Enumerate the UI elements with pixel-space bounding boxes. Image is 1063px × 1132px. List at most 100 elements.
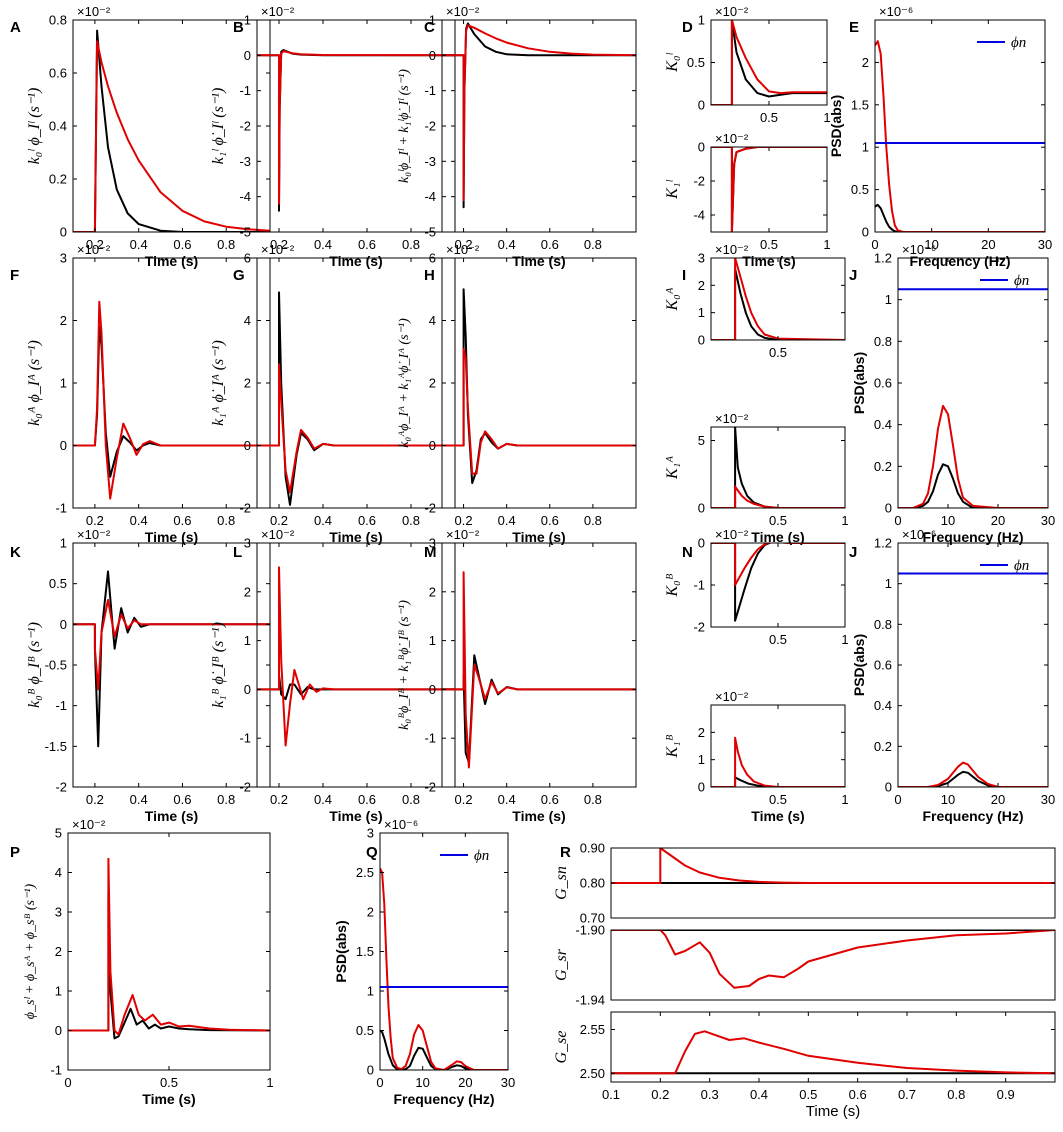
exponent-label: ×10⁻² [715,411,749,426]
y-axis-label: k₁ᴮ ϕ̇_Iᴮ (s⁻¹) [210,622,227,708]
x-tick-label: 20 [981,237,995,252]
x-tick-label: 0.8 [402,792,420,807]
y-tick-label: -2 [693,620,705,635]
chart-R3: 0.1 0.2 0.3 0.4 0.5 0.6 0.7 0.8 0.9 2.50 2.55 Time … [553,1011,1056,1120]
y-tick-label: -3 [239,154,251,169]
y-tick-label: -2 [424,780,436,795]
series-perturbed-line [257,50,455,205]
exponent-label: ×10⁻² [261,527,295,542]
x-axis-label: Frequency (Hz) [922,529,1023,545]
y-tick-label: 2 [698,725,705,740]
y-tick-label: 3 [55,905,62,920]
exponent-label: ×10⁻² [77,242,111,257]
y-tick-label: 0 [244,438,251,453]
y-tick-label: -1 [693,578,705,593]
x-tick-label: 0 [871,237,878,252]
y-tick-label: 3 [429,536,436,551]
y-tick-label: -2 [424,119,436,134]
series-control-line [257,673,455,701]
y-axis-label: K₀ˡ [664,52,681,72]
panel-letter-j2: J [849,544,857,561]
x-tick-label: 20 [458,1075,472,1090]
y-tick-label: -1.94 [575,993,605,1008]
x-tick-label: 0.2 [86,792,104,807]
y-tick-label: 2 [244,376,251,391]
panel-letter-m: M [424,544,437,561]
y-axis-label: k₀ᴬϕ_Iᴬ + k₁ᴬϕ̇_Iᴬ (s⁻¹) [397,318,412,448]
exponent-label: ×10⁻² [446,242,480,257]
y-tick-label: 1.2 [874,251,892,266]
x-tick-label: 0.8 [217,237,235,252]
y-tick-label: -5 [239,225,251,240]
x-tick-label: 1 [841,513,848,528]
y-tick-label: 0 [244,682,251,697]
y-tick-label: 2 [429,584,436,599]
exponent-label: ×10⁻⁶ [902,242,936,257]
y-tick-label: 1.5 [356,944,374,959]
y-tick-label: 0.6 [874,376,892,391]
y-tick-label: 0.4 [49,119,67,134]
y-tick-label: 0 [698,780,705,795]
x-tick-label: 0.5 [760,237,778,252]
y-tick-label: 0.90 [580,841,605,856]
y-axis-label: K₁ᴬ [664,456,681,480]
x-tick-label: 0.4 [130,792,148,807]
y-tick-label: 1 [885,576,892,591]
axes-box [710,704,846,788]
x-tick-label: 0.6 [541,513,559,528]
exponent-label: ×10⁻² [261,242,295,257]
x-tick-label: 0.5 [799,1087,817,1102]
y-tick-label: 6 [429,251,436,266]
x-tick-label: 0 [894,513,901,528]
x-tick-label: 0.6 [173,513,191,528]
x-tick-label: 0.2 [270,792,288,807]
panel-letter-k: K [10,544,21,561]
y-axis-label: k₀ˡϕ_Iˡ + k₁ˡϕ̇_Iˡ (s⁻¹) [397,69,412,183]
x-axis-label: Time (s) [145,808,198,824]
x-tick-label: 0.6 [173,237,191,252]
y-tick-label: 0.8 [874,334,892,349]
x-tick-label: 1 [823,110,830,125]
y-tick-label: 0 [698,333,705,348]
y-tick-label: 1 [244,633,251,648]
series-perturbed-line [73,300,270,500]
y-axis-label: ϕ_sˡ + ϕ_sᴬ + ϕ_sᴮ (s⁻¹) [23,883,38,1019]
x-tick-label: 0.2 [455,792,473,807]
y-axis-label: k₀ᴬ ϕ_Iᴬ (s⁻¹) [26,340,43,426]
exponent-label: ×10⁻⁶ [384,817,418,832]
x-tick-label: 0.4 [130,237,148,252]
x-tick-label: 10 [941,792,955,807]
chart-F: 0.2 0.4 0.6 0.8 -1 0 1 2 3 ×10⁻² Time (s) k₀ᴬ ϕ_Iᴬ … [26,242,271,545]
y-axis-label: PSD(abs) [828,95,844,157]
y-tick-label: -1 [239,83,251,98]
y-tick-label: 0.8 [874,617,892,632]
chart-D1: 0.5 1 0 0.5 1 ×10⁻² K₀ˡ [664,4,831,125]
y-axis-label: k₀ᴮϕ_Iᴮ + k₁ᴮϕ̇_Iᴮ (s⁻¹) [397,600,412,730]
series-control-line [711,147,827,232]
x-tick-label: 0.4 [750,1087,768,1102]
exponent-label: ×10⁻² [446,527,480,542]
series-perturbed-line [898,761,1048,787]
x-tick-label: 0.5 [769,632,787,647]
series-perturbed-line [611,930,1055,989]
series-control-line [711,543,845,622]
y-axis-label: PSD(abs) [333,920,349,982]
x-tick-label: 10 [415,1075,429,1090]
series-perturbed-line [257,566,455,747]
exponent-label: ×10⁻² [715,242,749,257]
x-tick-label: 0.6 [849,1087,867,1102]
y-tick-label: 0.2 [49,172,67,187]
x-tick-label: 0.5 [769,792,787,807]
legend-label: ϕn [1014,273,1029,289]
panel-letter-p: P [10,844,20,861]
x-tick-label: 10 [941,513,955,528]
x-tick-label: 0.4 [314,513,332,528]
y-tick-label: -2 [693,174,705,189]
y-tick-label: 1 [244,13,251,28]
y-tick-label: 0.6 [49,66,67,81]
x-tick-label: 0.5 [769,513,787,528]
y-tick-label: 0 [698,501,705,516]
axes-box [610,1011,1056,1083]
